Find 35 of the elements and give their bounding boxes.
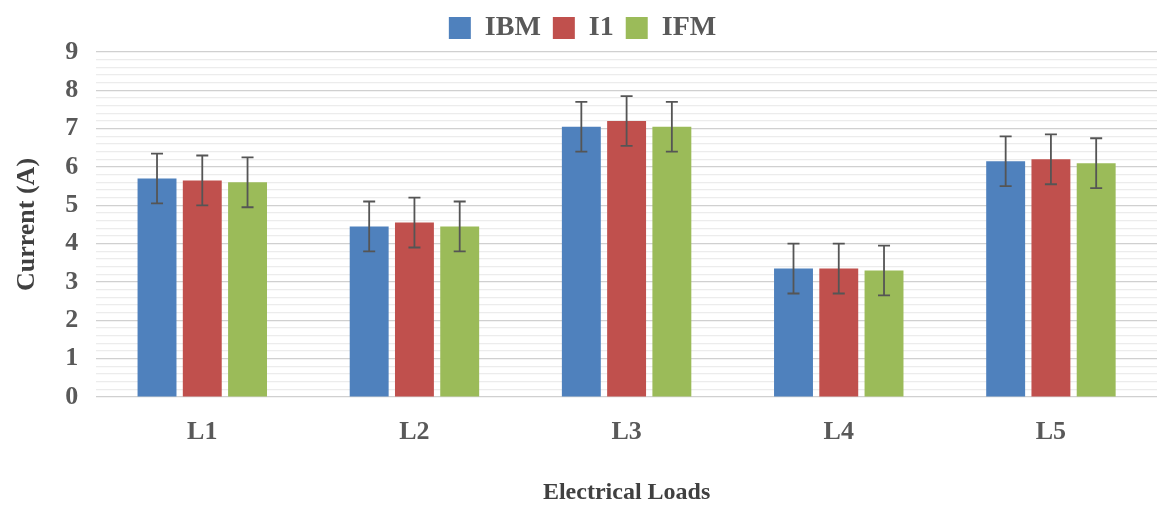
- bar: [652, 126, 692, 397]
- bar: [349, 226, 389, 397]
- y-tick-label: 5: [65, 189, 79, 219]
- legend-label: IBM: [484, 10, 541, 42]
- legend-label: I1: [588, 10, 614, 42]
- bar: [561, 126, 601, 397]
- y-tick-label: 6: [65, 150, 79, 180]
- y-tick-label: 0: [65, 380, 79, 410]
- bar: [137, 178, 177, 397]
- x-tick-label: L2: [399, 416, 430, 446]
- bar: [986, 161, 1026, 397]
- y-axis-title: Current (A): [11, 157, 41, 292]
- x-axis-title: Electrical Loads: [542, 477, 711, 504]
- x-tick-label: L5: [1035, 416, 1067, 446]
- bar: [394, 222, 434, 397]
- bar: [774, 268, 813, 397]
- bar: [819, 268, 859, 397]
- y-tick-label: 1: [65, 342, 79, 372]
- bar: [1076, 163, 1116, 397]
- bar: [182, 180, 222, 397]
- bar: [607, 121, 647, 397]
- legend-label: IFM: [661, 10, 717, 42]
- x-tick-label: L1: [187, 416, 218, 446]
- y-tick-label: 9: [65, 35, 79, 65]
- y-tick-label: 4: [65, 227, 79, 257]
- bar: [864, 270, 904, 397]
- y-tick-label: 2: [65, 304, 79, 334]
- bar: [440, 226, 480, 397]
- bar: [1031, 159, 1071, 397]
- x-tick-label: L4: [823, 416, 854, 446]
- bar: [228, 182, 267, 397]
- x-tick-label: L3: [611, 416, 642, 446]
- y-tick-label: 8: [65, 74, 79, 104]
- y-tick-label: 3: [65, 265, 79, 295]
- y-tick-label: 7: [65, 112, 79, 142]
